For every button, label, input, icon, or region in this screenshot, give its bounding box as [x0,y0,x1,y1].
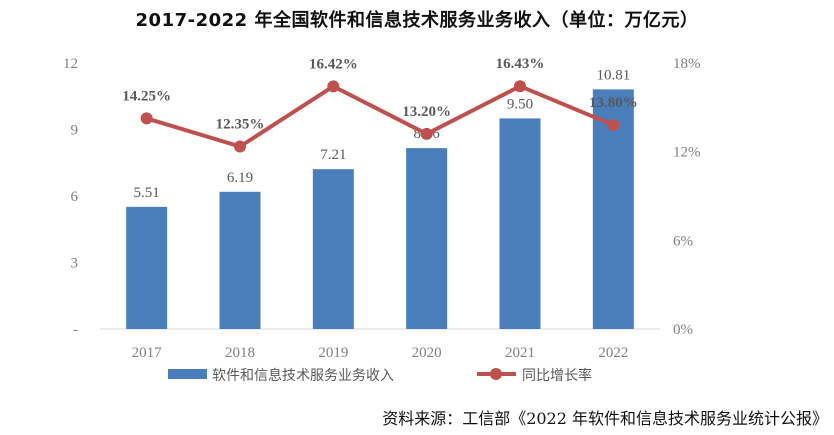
bar-value-label: 10.81 [596,67,630,83]
x-tick-label: 2018 [225,345,255,361]
bar-value-label: 7.21 [320,147,346,163]
left-axis: - 3 6 9 12 [63,56,79,338]
right-axis: 0% 6% 12% 18% [673,56,701,338]
left-tick-label: 3 [71,256,79,272]
bar-value-label: 9.50 [507,96,533,112]
line-value-label: 12.35% [216,116,265,132]
x-tick-label: 2020 [412,345,442,361]
bar [499,118,541,330]
bar [312,169,354,329]
legend-line-marker [490,368,502,380]
line-point [327,80,340,93]
line-point [420,127,433,140]
line-point [607,119,620,132]
left-tick-label: 12 [63,56,78,72]
x-tick-label: 2019 [318,345,348,361]
legend-bar-swatch [168,369,207,379]
x-tick-label: 2021 [505,345,535,361]
bar [219,191,261,329]
chart-title: 2017-2022 年全国软件和信息技术服务业务收入（单位：万亿元） [135,10,699,31]
line-point [234,140,246,153]
bar-value-label: 6.19 [227,170,253,186]
legend-bar-label: 软件和信息技术服务业务收入 [212,367,394,384]
right-tick-label: 0% [673,322,693,338]
source-note: 资料来源：工信部《2022 年软件和信息技术服务业统计公报》 [382,409,828,428]
bar [406,148,448,329]
line-value-label: 13.20% [402,104,451,120]
left-tick-label: 6 [71,189,79,205]
line-point [514,80,526,93]
line-value-label: 16.42% [309,56,358,72]
bar-value-label: 5.51 [134,185,160,201]
line-point [140,112,153,125]
x-axis: 2017 2018 2019 2020 2021 2022 [100,328,660,361]
x-tick-label: 2022 [598,345,628,361]
left-tick-label: 9 [71,123,79,139]
bar [126,206,168,329]
right-tick-label: 6% [673,233,693,249]
growth-line [146,84,615,149]
legend-line-label: 同比增长率 [522,367,592,384]
line-value-label: 13.80% [589,95,638,111]
x-tick-label: 2017 [132,345,163,361]
legend: 软件和信息技术服务业务收入 同比增长率 [168,367,592,384]
right-tick-label: 12% [673,145,701,161]
line-value-label: 16.43% [496,56,545,72]
right-tick-label: 18% [673,56,701,72]
left-tick-label: - [73,322,78,338]
line-series: 14.25% 12.35% 16.42% 13.20% 16.43% 13.80% [122,56,638,153]
line-value-label: 14.25% [122,88,171,104]
